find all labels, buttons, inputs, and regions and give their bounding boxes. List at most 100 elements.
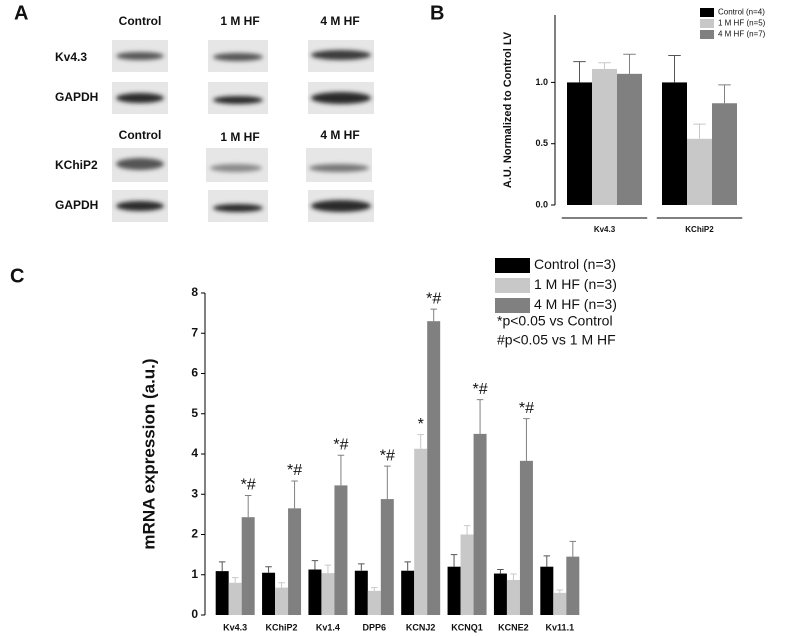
significance-mark: *# (333, 436, 348, 453)
panel-label: A (14, 2, 28, 24)
error-bar (311, 560, 319, 570)
bar (380, 499, 394, 615)
error-bar (476, 399, 484, 434)
error-bar (218, 561, 226, 572)
y-tick-label: 3 (191, 486, 198, 500)
bar (275, 587, 289, 615)
x-tick-label: KCNE2 (498, 622, 529, 632)
y-tick-label: 0.5 (535, 138, 548, 148)
bar (215, 571, 229, 615)
legend-swatch (700, 19, 714, 28)
error-bar (598, 62, 611, 69)
error-bar (510, 573, 517, 580)
error-bar (693, 123, 706, 139)
y-tick-label: 2 (191, 527, 198, 541)
y-tick-label: 4 (191, 446, 198, 460)
blot-row: GAPDH (55, 198, 98, 212)
bar (662, 82, 687, 205)
bar (460, 534, 474, 615)
blot-column: 1 M HF (220, 130, 259, 144)
blot-panel: Control 1 M HF 4 M HF Kv4.3 GAPDH Contro… (55, 14, 374, 222)
bar (334, 485, 348, 615)
error-bar (337, 454, 345, 486)
error-bar (523, 418, 530, 461)
bar (241, 517, 255, 615)
significance-mark: * (418, 416, 424, 433)
bar (367, 590, 381, 615)
x-tick-label: KChiP2 (266, 622, 298, 632)
bar (506, 579, 520, 615)
blot-column: Control (119, 128, 162, 142)
bar (308, 569, 322, 615)
bar (473, 433, 487, 615)
legend-swatch (495, 298, 530, 313)
legend-swatch (700, 30, 714, 39)
y-axis-label: A.U. Normalized to Control LV (502, 31, 514, 188)
significance-mark: *# (241, 477, 256, 494)
panel-label: B (430, 2, 444, 24)
error-bar (384, 465, 391, 500)
y-tick-label: 5 (191, 406, 198, 420)
significance-mark: *# (426, 290, 441, 307)
error-bar (573, 61, 586, 83)
significance-mark: *# (380, 447, 395, 464)
error-bar (497, 569, 504, 574)
bar (617, 73, 642, 205)
error-bar (623, 53, 636, 74)
significance-mark: *# (473, 381, 488, 398)
x-tick-label: DPP6 (363, 622, 387, 632)
error-bar (463, 525, 471, 535)
blot-column: Control (119, 14, 162, 28)
y-tick-label: 6 (191, 366, 198, 380)
bar (321, 573, 335, 615)
x-tick-label: KCNQ1 (451, 622, 483, 632)
legend-swatch (495, 258, 530, 273)
error-bar (324, 564, 332, 574)
error-bar (291, 480, 298, 509)
error-bar (404, 561, 411, 571)
blot-column: 1 M HF (220, 14, 259, 28)
legend-note: #p<0.05 vs 1 M HF (497, 332, 616, 348)
blot-row: GAPDH (55, 90, 98, 104)
bar (414, 448, 428, 615)
error-bar (556, 589, 564, 593)
x-tick-label: Kv4.3 (594, 225, 616, 234)
blot-column: 4 M HF (320, 14, 359, 28)
blot-row: KChiP2 (55, 158, 98, 172)
y-tick-label: 7 (191, 325, 198, 339)
bar (712, 103, 737, 205)
bar (354, 570, 368, 615)
blot-column: 4 M HF (320, 128, 359, 142)
bar (566, 556, 580, 615)
bar (228, 582, 242, 615)
bar (540, 566, 554, 615)
panel-label: C (10, 265, 24, 287)
error-bar (450, 554, 458, 567)
legend-note: *p<0.05 vs Control (497, 313, 613, 329)
error-bar (278, 582, 285, 588)
y-tick-label: 1 (191, 567, 198, 581)
blot-bands (116, 50, 371, 212)
error-bar (358, 563, 365, 571)
legend-label: 4 M HF (n=3) (534, 296, 617, 312)
y-tick-label: 1.0 (535, 77, 548, 87)
bar (567, 82, 592, 205)
legend-label: Control (n=3) (534, 256, 616, 272)
error-bar (265, 566, 272, 573)
legend-swatch (700, 8, 714, 17)
significance-mark: *# (519, 400, 534, 417)
error-bar (668, 54, 681, 83)
y-axis-label: mRNA expression (a.u.) (139, 358, 158, 549)
bar (592, 68, 617, 205)
y-tick-label: 0 (191, 607, 198, 621)
bar (447, 566, 461, 615)
legend-label: Control (n=4) (718, 8, 765, 17)
x-tick-label: KChiP2 (685, 225, 714, 234)
x-tick-label: Kv1.4 (316, 622, 340, 632)
error-bar (430, 308, 437, 322)
y-tick-label: 0.0 (535, 199, 548, 209)
error-bar (231, 577, 239, 583)
error-bar (244, 494, 252, 518)
bar (519, 460, 533, 615)
bar (493, 573, 507, 615)
